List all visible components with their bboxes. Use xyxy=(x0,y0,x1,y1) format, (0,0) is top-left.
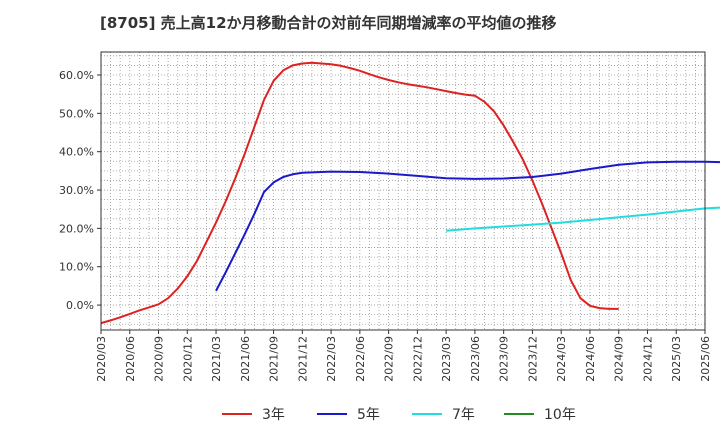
x-tick-label: 2020/12 xyxy=(181,336,194,382)
x-tick-label: 2023/06 xyxy=(469,336,482,382)
y-tick-label: 20.0% xyxy=(59,222,94,235)
x-axis: 2020/03 2020/06 2020/09 2020/12 2021/03 2021/… xyxy=(95,330,712,382)
x-tick-label: 2024/06 xyxy=(584,336,597,382)
x-tick-label: 2024/09 xyxy=(613,336,626,382)
y-axis: 0.0% 10.0% 20.0% 30.0% 40.0% 50.0% 60.0% xyxy=(59,69,101,312)
x-tick-label: 2021/03 xyxy=(210,336,223,382)
x-tick-label: 2025/03 xyxy=(670,336,683,382)
x-tick-label: 2022/03 xyxy=(325,336,338,382)
x-tick-label: 2022/06 xyxy=(354,336,367,382)
series-line-2 xyxy=(215,160,720,292)
series-layer xyxy=(100,61,720,325)
legend-label: 7年 xyxy=(452,407,475,423)
chart-title: [8705] 売上高12か月移動合計の対前年同期増減率の平均値の推移 xyxy=(100,14,557,32)
x-tick-label: 2020/03 xyxy=(95,336,108,382)
y-tick-label: 50.0% xyxy=(59,107,94,120)
legend-label: 3年 xyxy=(262,407,285,423)
x-tick-label: 2024/12 xyxy=(641,336,654,382)
x-tick-label: 2022/12 xyxy=(411,336,424,382)
series-line-1 xyxy=(100,61,619,325)
series-line-3 xyxy=(446,206,720,232)
x-tick-label: 2024/03 xyxy=(555,336,568,382)
x-tick-label: 2025/06 xyxy=(699,336,712,382)
y-tick-label: 40.0% xyxy=(59,146,94,159)
legend: 3年 5年 7年 10年 xyxy=(222,407,576,423)
legend-label: 10年 xyxy=(544,407,576,423)
y-tick-label: 0.0% xyxy=(66,299,94,312)
x-tick-label: 2023/09 xyxy=(498,336,511,382)
x-tick-label: 2022/09 xyxy=(383,336,396,382)
plot-frame xyxy=(100,51,706,331)
x-tick-label: 2021/09 xyxy=(268,336,281,382)
y-tick-label: 30.0% xyxy=(59,184,94,197)
plot-area xyxy=(101,52,705,330)
y-tick-label: 10.0% xyxy=(59,261,94,274)
x-tick-label: 2021/12 xyxy=(296,336,309,382)
x-tick-label: 2021/06 xyxy=(239,336,252,382)
x-tick-label: 2023/03 xyxy=(440,336,453,382)
y-tick-label: 60.0% xyxy=(59,69,94,82)
x-tick-label: 2020/06 xyxy=(124,336,137,382)
x-tick-label: 2023/12 xyxy=(526,336,539,382)
x-tick-label: 2020/09 xyxy=(153,336,166,382)
legend-label: 5年 xyxy=(357,407,380,423)
